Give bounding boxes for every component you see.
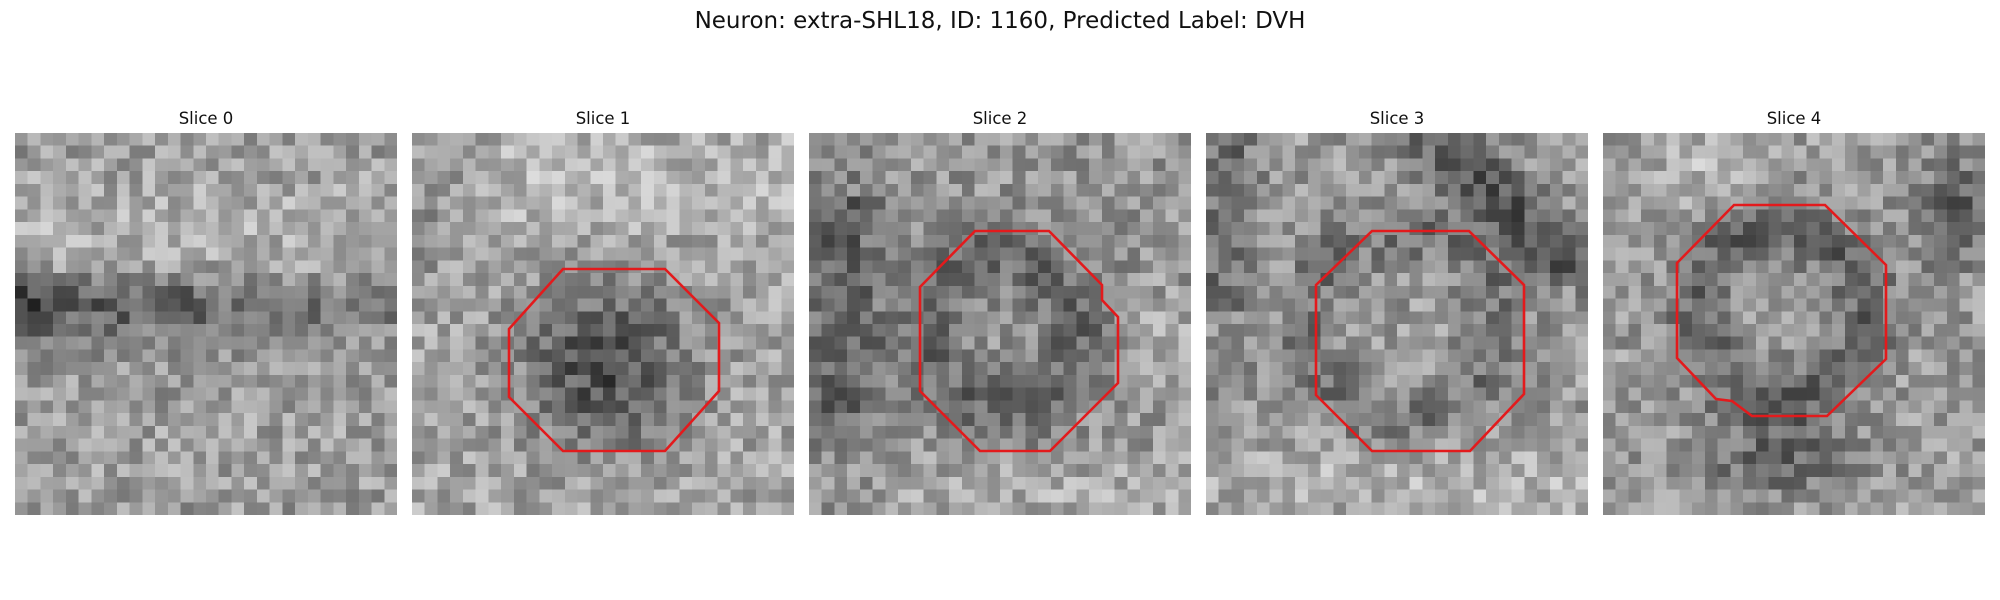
slice-title-4: Slice 4 [1766,109,1822,128]
roi-contour [1314,229,1526,453]
slice-image-1 [412,133,794,515]
slice-image-2 [809,133,1191,515]
roi-contour [1675,203,1888,418]
slice-panel-0: Slice 0 [15,108,397,515]
figure-title: Neuron: extra-SHL18, ID: 1160, Predicted… [694,8,1306,34]
slice-image-3 [1206,133,1588,515]
slice-panel-1: Slice 1 [412,108,794,515]
slice-title-3: Slice 3 [1369,109,1425,128]
slice-title-0: Slice 0 [178,109,234,128]
slice-image-0 [15,133,397,515]
slice-panel-3: Slice 3 [1206,108,1588,515]
slice-3-roi-overlay [1314,229,1526,453]
slice-title-1: Slice 1 [575,109,631,128]
slice-1-roi-overlay [507,267,721,453]
slice-title-2: Slice 2 [972,109,1028,128]
slice-2-roi-overlay [918,229,1120,453]
roi-contour [918,229,1120,453]
roi-contour [507,267,721,453]
slice-4-microscopy-image [1603,133,1985,515]
slice-panel-4: Slice 4 [1603,108,1985,515]
slice-image-4 [1603,133,1985,515]
slice-0-microscopy-image [15,133,397,515]
slice-panel-2: Slice 2 [809,108,1191,515]
slice-4-roi-overlay [1675,203,1888,418]
